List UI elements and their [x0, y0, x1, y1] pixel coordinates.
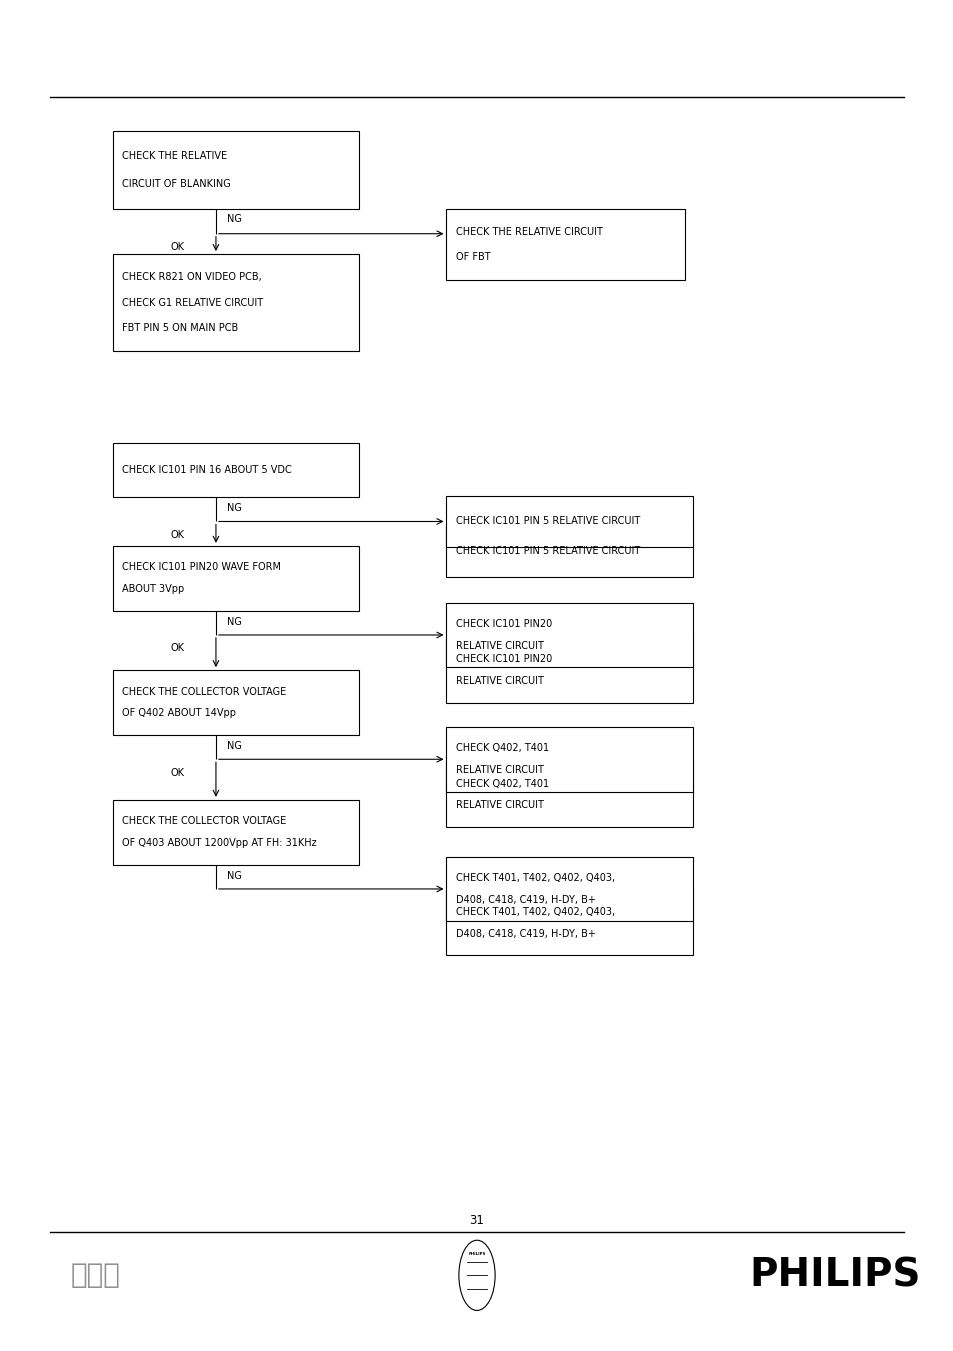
Text: CHECK IC101 PIN20 WAVE FORM: CHECK IC101 PIN20 WAVE FORM — [122, 562, 281, 573]
Bar — [446, 526, 692, 577]
Ellipse shape — [458, 1240, 495, 1310]
Text: NG: NG — [227, 504, 242, 513]
Bar — [112, 443, 358, 497]
Text: OK: OK — [170, 643, 184, 654]
Text: RELATIVE CIRCUIT: RELATIVE CIRCUIT — [456, 765, 543, 775]
Text: PHILIPS: PHILIPS — [748, 1256, 920, 1294]
Text: OF Q402 ABOUT 14Vpp: OF Q402 ABOUT 14Vpp — [122, 708, 235, 719]
Bar — [112, 546, 358, 611]
Bar — [446, 209, 684, 280]
Text: OF FBT: OF FBT — [456, 251, 490, 262]
Bar — [446, 762, 692, 827]
Text: RELATIVE CIRCUIT: RELATIVE CIRCUIT — [456, 800, 543, 811]
Text: CHECK G1 RELATIVE CIRCUIT: CHECK G1 RELATIVE CIRCUIT — [122, 297, 263, 308]
Text: CIRCUIT OF BLANKING: CIRCUIT OF BLANKING — [122, 180, 231, 189]
Text: CHECK THE COLLECTOR VOLTAGE: CHECK THE COLLECTOR VOLTAGE — [122, 816, 286, 827]
Text: CHECK IC101 PIN20: CHECK IC101 PIN20 — [456, 654, 552, 665]
Text: D408, C418, C419, H-DY, B+: D408, C418, C419, H-DY, B+ — [456, 894, 596, 905]
Bar — [446, 638, 692, 703]
Text: CHECK T401, T402, Q402, Q403,: CHECK T401, T402, Q402, Q403, — [456, 873, 615, 884]
Bar — [446, 857, 692, 921]
Text: D408, C418, C419, H-DY, B+: D408, C418, C419, H-DY, B+ — [456, 928, 596, 939]
Text: NG: NG — [227, 742, 242, 751]
Text: PHILIPS: PHILIPS — [468, 1252, 485, 1255]
Text: CHECK IC101 PIN20: CHECK IC101 PIN20 — [456, 619, 552, 630]
Bar — [112, 254, 358, 351]
Bar — [446, 603, 692, 667]
Text: NG: NG — [227, 617, 242, 627]
Text: NG: NG — [227, 215, 242, 224]
Text: CHECK THE COLLECTOR VOLTAGE: CHECK THE COLLECTOR VOLTAGE — [122, 686, 286, 697]
Text: CHECK Q402, T401: CHECK Q402, T401 — [456, 743, 549, 754]
Text: CHECK IC101 PIN 5 RELATIVE CIRCUIT: CHECK IC101 PIN 5 RELATIVE CIRCUIT — [456, 516, 639, 527]
Text: NG: NG — [227, 871, 242, 881]
Text: FBT PIN 5 ON MAIN PCB: FBT PIN 5 ON MAIN PCB — [122, 323, 238, 332]
Text: RELATIVE CIRCUIT: RELATIVE CIRCUIT — [456, 640, 543, 651]
Bar — [112, 800, 358, 865]
Text: CHECK THE RELATIVE: CHECK THE RELATIVE — [122, 151, 227, 161]
Text: CHECK IC101 PIN 5 RELATIVE CIRCUIT: CHECK IC101 PIN 5 RELATIVE CIRCUIT — [456, 546, 639, 557]
Text: 31: 31 — [469, 1213, 484, 1227]
Text: OK: OK — [170, 767, 184, 778]
Text: CHECK R821 ON VIDEO PCB,: CHECK R821 ON VIDEO PCB, — [122, 273, 261, 282]
Text: CHECK Q402, T401: CHECK Q402, T401 — [456, 778, 549, 789]
Text: RELATIVE CIRCUIT: RELATIVE CIRCUIT — [456, 676, 543, 686]
Text: OK: OK — [170, 242, 184, 253]
Text: 飞利浦: 飞利浦 — [71, 1262, 120, 1289]
Text: OF Q403 ABOUT 1200Vpp AT FH: 31KHz: OF Q403 ABOUT 1200Vpp AT FH: 31KHz — [122, 838, 316, 848]
Bar — [446, 890, 692, 955]
Bar — [112, 131, 358, 209]
Bar — [112, 670, 358, 735]
Bar — [446, 727, 692, 792]
Text: CHECK IC101 PIN 16 ABOUT 5 VDC: CHECK IC101 PIN 16 ABOUT 5 VDC — [122, 465, 292, 476]
Text: CHECK THE RELATIVE CIRCUIT: CHECK THE RELATIVE CIRCUIT — [456, 227, 602, 238]
Text: CHECK T401, T402, Q402, Q403,: CHECK T401, T402, Q402, Q403, — [456, 907, 615, 917]
Bar — [446, 496, 692, 547]
Text: OK: OK — [170, 530, 184, 540]
Text: ABOUT 3Vpp: ABOUT 3Vpp — [122, 584, 184, 594]
